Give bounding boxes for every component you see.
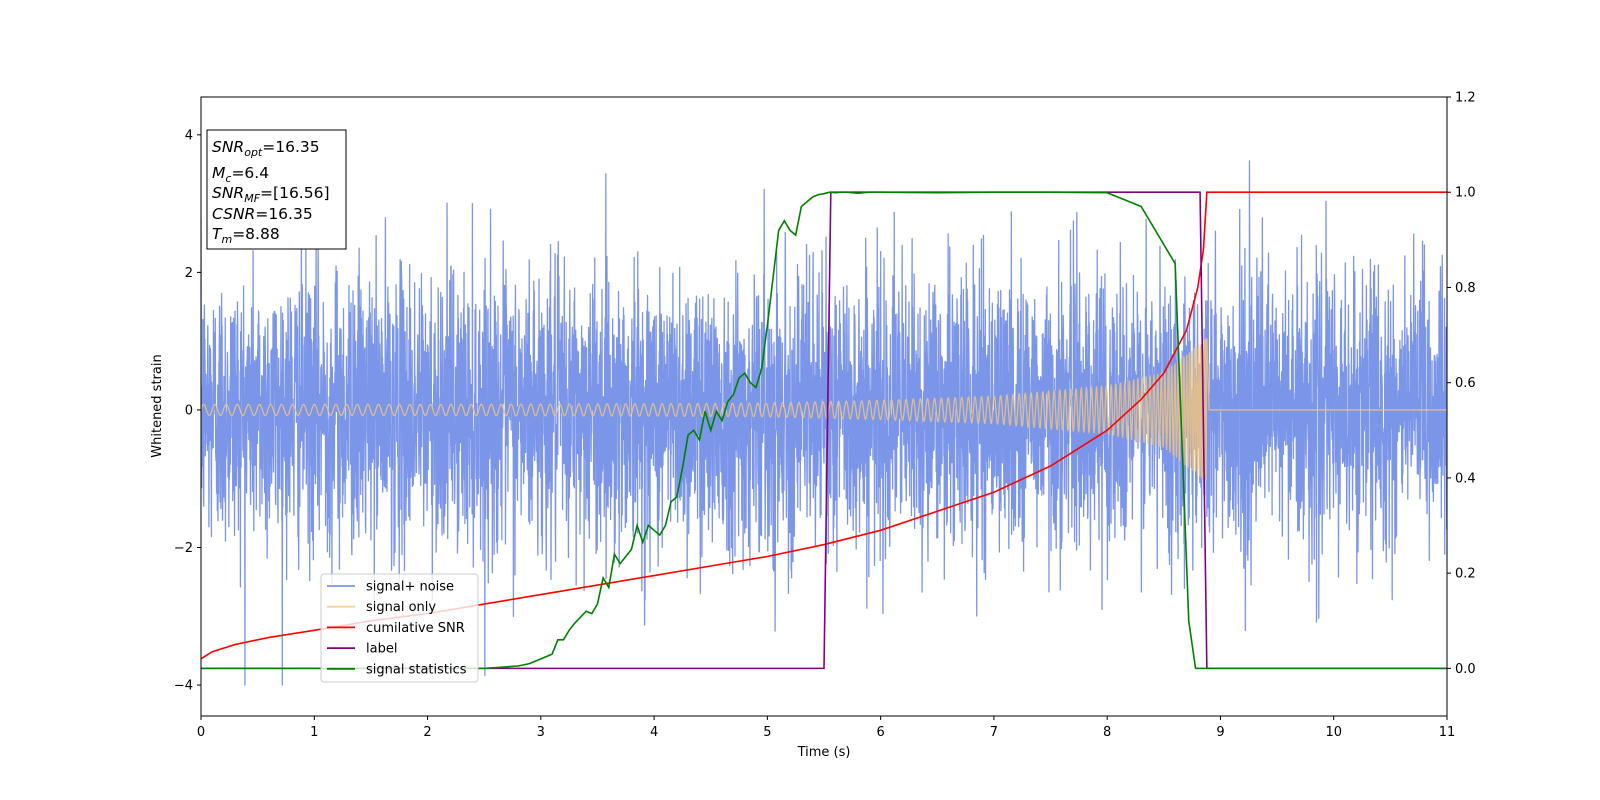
- legend-entry-label: signal+ noise: [366, 580, 454, 595]
- x-tick-label: 11: [1439, 725, 1456, 740]
- x-tick-label: 1: [310, 725, 318, 740]
- x-tick-label: 6: [876, 725, 884, 740]
- legend-entry-label: signal only: [366, 600, 436, 615]
- y-axis-label: Whitened strain: [150, 354, 165, 457]
- info-box-line: CSNR=16.35: [212, 205, 313, 223]
- x-tick-label: 10: [1325, 725, 1342, 740]
- info-box-line: SNRMF=[16.56]: [212, 184, 330, 205]
- x-tick-label: 4: [650, 725, 658, 740]
- info-box-line: SNRopt=16.35: [212, 138, 320, 159]
- series-signal-statistics-line: [201, 191, 1447, 670]
- x-tick-label: 5: [763, 725, 771, 740]
- legend-entry-label: signal statistics: [366, 662, 467, 677]
- y-left-tick-label: −4: [174, 679, 193, 694]
- x-tick-label: 8: [1103, 725, 1111, 740]
- series-signal-noise-line: [201, 160, 1447, 686]
- series-signal-only-line: [201, 338, 1447, 481]
- x-tick-label: 7: [990, 725, 998, 740]
- y-right-tick-label: 0.6: [1455, 376, 1476, 391]
- x-tick-label: 0: [197, 725, 205, 740]
- y-right-tick-label: 0.4: [1455, 471, 1476, 486]
- legend-frame: [320, 573, 479, 683]
- legend-entry-label: label: [366, 642, 397, 657]
- y-right-tick-label: 0.0: [1455, 662, 1476, 677]
- y-right-tick-label: 0.2: [1455, 567, 1476, 582]
- info-box-line: Mc=6.4: [212, 164, 269, 185]
- x-tick-label: 9: [1216, 725, 1224, 740]
- y-left-tick-label: −2: [174, 541, 193, 556]
- y-left-tick-label: 0: [185, 403, 193, 418]
- y-left-tick-label: 2: [185, 266, 193, 281]
- y-right-tick-label: 1.2: [1455, 91, 1476, 106]
- info-box-frame: [206, 129, 347, 250]
- y-right-tick-label: 0.8: [1455, 281, 1476, 296]
- info-box-line: Tm=8.88: [212, 225, 280, 246]
- x-tick-label: 3: [537, 725, 545, 740]
- plot-frame: [200, 96, 1448, 717]
- legend: signal+ noise signal only cumilative SNR la…: [320, 573, 479, 683]
- y-right-tick-label: 1.0: [1455, 186, 1476, 201]
- legend-entry-label: cumilative SNR: [366, 621, 465, 636]
- x-tick-label: 2: [423, 725, 431, 740]
- x-axis-label: Time (s): [797, 745, 851, 760]
- info-box: SNRopt=16.35 Mc=6.4SNRMF=[16.56]CSNR=16.3…: [206, 129, 347, 250]
- y-left-tick-label: 4: [185, 128, 193, 143]
